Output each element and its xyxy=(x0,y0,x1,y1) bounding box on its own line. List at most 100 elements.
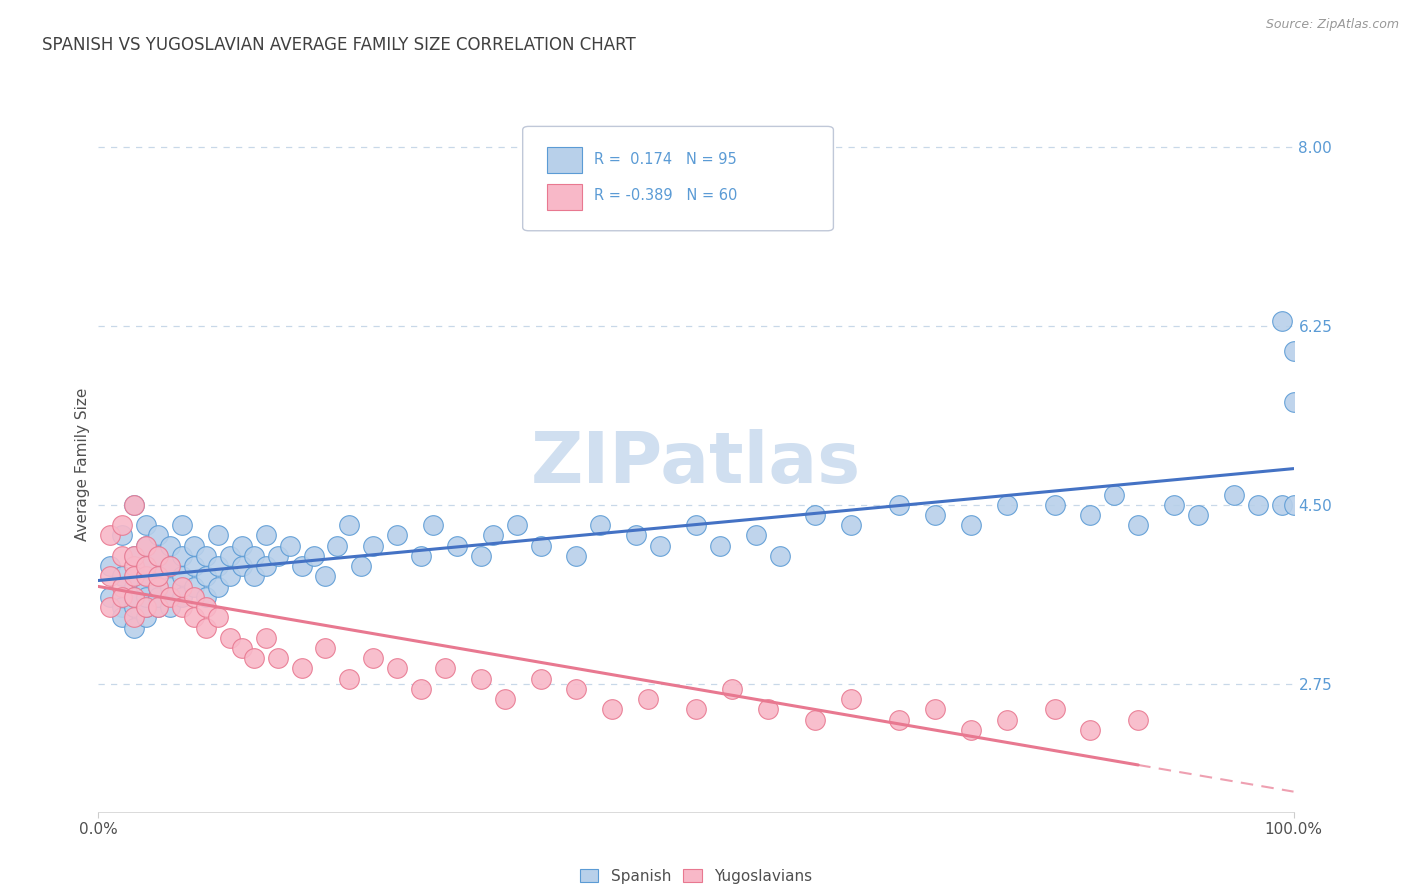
Point xyxy=(1187,508,1209,522)
Point xyxy=(350,559,373,574)
Point xyxy=(124,600,146,615)
Point xyxy=(1102,487,1125,501)
Point xyxy=(148,580,170,594)
Point xyxy=(159,590,181,604)
Point xyxy=(219,549,242,563)
Point xyxy=(589,518,612,533)
Point xyxy=(291,559,314,574)
Point xyxy=(219,569,242,583)
Point xyxy=(1246,498,1268,512)
Point xyxy=(172,569,194,583)
Point xyxy=(111,580,134,594)
Point xyxy=(959,723,981,737)
Y-axis label: Average Family Size: Average Family Size xyxy=(75,387,90,541)
Point xyxy=(148,590,170,604)
Point xyxy=(385,661,409,675)
Point xyxy=(995,713,1018,727)
Point xyxy=(363,651,385,665)
Point xyxy=(1163,498,1185,512)
Point xyxy=(231,559,253,574)
Point xyxy=(302,549,325,563)
Point xyxy=(148,528,170,542)
Point xyxy=(1222,487,1246,501)
FancyBboxPatch shape xyxy=(523,127,834,231)
Point xyxy=(111,549,134,563)
Point xyxy=(159,559,181,574)
Point xyxy=(637,692,659,706)
Point xyxy=(183,590,205,604)
Point xyxy=(172,518,194,533)
Text: R =  0.174   N = 95: R = 0.174 N = 95 xyxy=(595,152,737,167)
Point xyxy=(183,559,205,574)
Point xyxy=(481,528,505,542)
Point xyxy=(470,672,492,686)
Point xyxy=(446,539,468,553)
Point xyxy=(135,559,157,574)
Point xyxy=(254,528,277,542)
Point xyxy=(124,498,146,512)
Point xyxy=(135,518,157,533)
Point xyxy=(315,640,337,655)
Bar xyxy=(547,184,582,210)
Point xyxy=(889,713,911,727)
Point xyxy=(148,549,170,563)
Point xyxy=(291,661,314,675)
Point xyxy=(98,600,122,615)
Point xyxy=(339,518,360,533)
Point xyxy=(135,539,157,553)
Point xyxy=(924,508,946,522)
Point xyxy=(207,580,229,594)
Point xyxy=(243,651,266,665)
Point xyxy=(219,631,242,645)
Point xyxy=(1282,395,1305,409)
Point xyxy=(756,702,779,716)
Point xyxy=(1282,344,1305,359)
Point xyxy=(183,580,205,594)
Text: Source: ZipAtlas.com: Source: ZipAtlas.com xyxy=(1265,18,1399,31)
Point xyxy=(267,549,290,563)
Point xyxy=(124,498,146,512)
Point xyxy=(159,580,181,594)
Point xyxy=(411,549,433,563)
Point xyxy=(565,681,588,696)
Point xyxy=(111,518,134,533)
Point xyxy=(148,569,170,583)
Point xyxy=(98,559,122,574)
Point xyxy=(768,549,790,563)
Point xyxy=(124,610,146,624)
Point xyxy=(207,559,229,574)
Point xyxy=(363,539,385,553)
Point xyxy=(841,518,863,533)
Point xyxy=(470,549,492,563)
Point xyxy=(148,600,170,615)
Point xyxy=(278,539,301,553)
Point xyxy=(135,600,157,615)
Point xyxy=(194,600,218,615)
Point xyxy=(135,590,157,604)
Point xyxy=(254,631,277,645)
Point xyxy=(804,508,827,522)
Point xyxy=(231,539,253,553)
Point xyxy=(1080,508,1102,522)
Point xyxy=(959,518,981,533)
Point xyxy=(721,681,744,696)
Point xyxy=(159,559,181,574)
Point xyxy=(111,590,134,604)
Point xyxy=(194,621,218,635)
Point xyxy=(1271,313,1294,327)
Point xyxy=(529,672,551,686)
Point xyxy=(1282,498,1305,512)
Point xyxy=(745,528,768,542)
Legend: Spanish, Yugoslavians: Spanish, Yugoslavians xyxy=(581,869,811,884)
Point xyxy=(207,610,229,624)
Point xyxy=(194,549,218,563)
Text: ZIPatlas: ZIPatlas xyxy=(531,429,860,499)
Text: SPANISH VS YUGOSLAVIAN AVERAGE FAMILY SIZE CORRELATION CHART: SPANISH VS YUGOSLAVIAN AVERAGE FAMILY SI… xyxy=(42,36,636,54)
Point xyxy=(111,528,134,542)
Point xyxy=(194,569,218,583)
Point xyxy=(411,681,433,696)
Point xyxy=(254,559,277,574)
Point xyxy=(315,569,337,583)
Point xyxy=(685,702,707,716)
Point xyxy=(422,518,444,533)
